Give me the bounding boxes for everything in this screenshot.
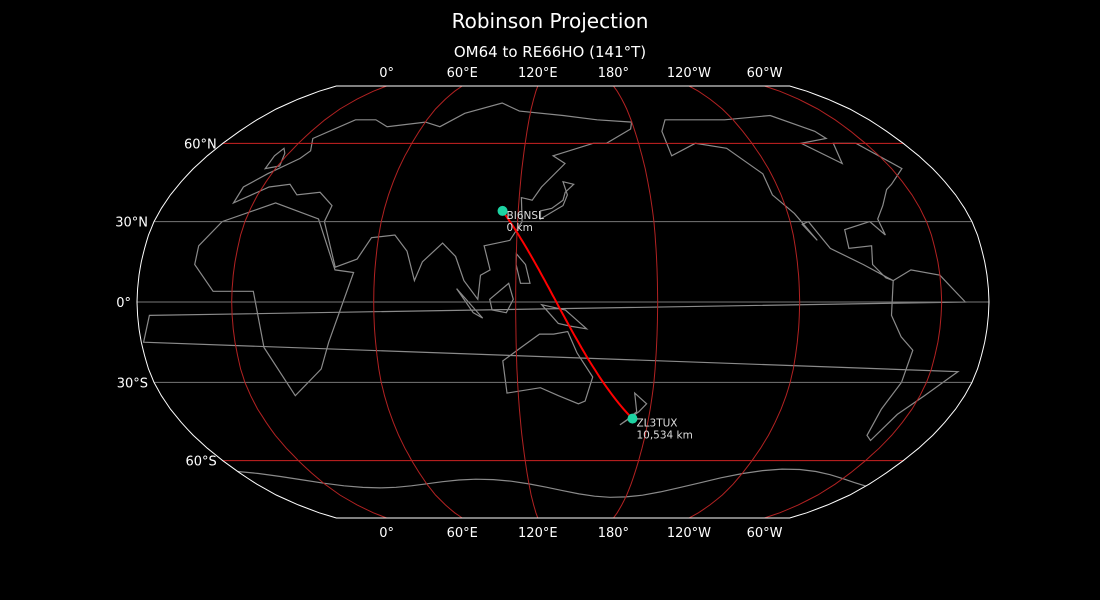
coastline xyxy=(231,102,633,301)
coastline xyxy=(619,391,648,426)
map-title: Robinson Projection xyxy=(451,9,649,33)
meridian-line xyxy=(373,85,463,519)
coastline xyxy=(142,269,967,442)
parallel-label: 0° xyxy=(116,296,131,311)
parallel-label: 30°S xyxy=(117,376,148,391)
meridian-label-top: 120°W xyxy=(667,66,711,81)
parallel-label: 60°N xyxy=(184,137,217,152)
station-label-from: BI6NSL xyxy=(507,210,545,222)
map-outline xyxy=(136,85,990,519)
meridian-label-top: 60°E xyxy=(447,66,478,81)
meridian-line xyxy=(231,85,387,519)
meridian-label-bottom: 0° xyxy=(379,526,394,541)
meridian-label-bottom: 120°E xyxy=(518,526,558,541)
coastline xyxy=(540,303,589,330)
meridian-line xyxy=(688,85,801,519)
coastline xyxy=(456,288,484,319)
coastline xyxy=(489,282,514,314)
coastline xyxy=(661,114,903,282)
map-subtitle: OM64 to RE66HO (141°T) xyxy=(453,43,647,61)
parallel-label: 30°N xyxy=(115,216,148,231)
coastline xyxy=(515,252,531,284)
meridian-label-bottom: 60°W xyxy=(747,526,783,541)
meridian-label-top: 60°W xyxy=(747,66,783,81)
meridian-line xyxy=(764,85,943,519)
parallel-label: 60°S xyxy=(185,455,216,470)
coastline xyxy=(502,330,594,405)
station-label-to: ZL3TUX xyxy=(636,418,677,430)
station-marker-to xyxy=(627,413,638,424)
coastline xyxy=(263,147,286,170)
meridian-label-bottom: 60°E xyxy=(447,526,478,541)
meridian-label-top: 120°E xyxy=(518,66,558,81)
station-distance-to: 10,534 km xyxy=(636,430,692,442)
meridian-label-top: 0° xyxy=(379,66,394,81)
great-circle-path xyxy=(501,210,634,420)
station-distance-from: 0 km xyxy=(507,222,533,234)
meridian-label-bottom: 120°W xyxy=(667,526,711,541)
meridian-line xyxy=(612,85,659,519)
station-marker-from xyxy=(497,205,508,216)
coastline xyxy=(194,202,355,397)
coastline xyxy=(539,180,575,221)
meridian-label-bottom: 180° xyxy=(598,526,629,541)
meridian-label-top: 180° xyxy=(598,66,629,81)
meridian-line xyxy=(515,85,539,519)
coastline-antarctica xyxy=(237,468,866,498)
